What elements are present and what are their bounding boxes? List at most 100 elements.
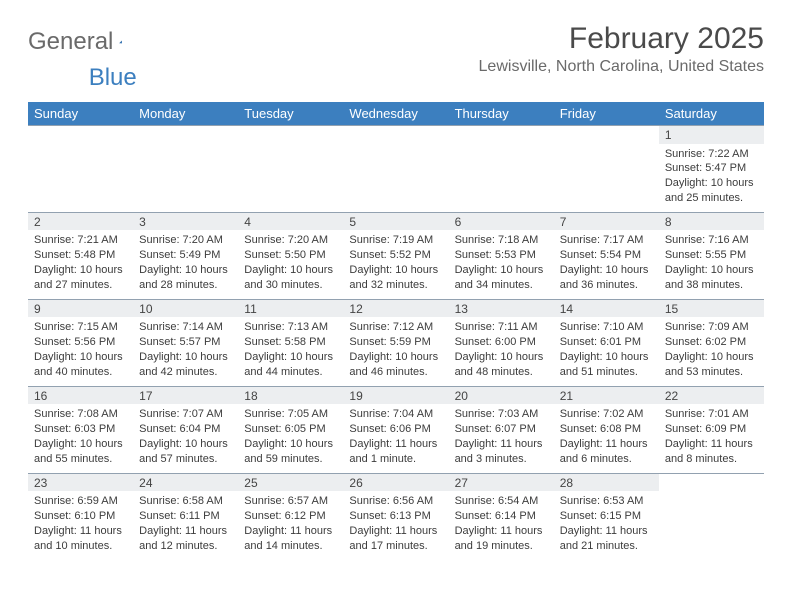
day-content-cell: Sunrise: 7:16 AM Sunset: 5:55 PM Dayligh… — [659, 230, 764, 299]
day-content-cell: Sunrise: 7:19 AM Sunset: 5:52 PM Dayligh… — [343, 230, 448, 299]
day-number-cell: 19 — [343, 386, 448, 404]
day-content-cell: Sunrise: 6:59 AM Sunset: 6:10 PM Dayligh… — [28, 491, 133, 559]
day-number-cell: 16 — [28, 386, 133, 404]
day-content-cell — [133, 144, 238, 213]
day-content-cell: Sunrise: 7:07 AM Sunset: 6:04 PM Dayligh… — [133, 404, 238, 473]
day-details: Sunrise: 6:57 AM Sunset: 6:12 PM Dayligh… — [244, 494, 337, 553]
day-details: Sunrise: 7:16 AM Sunset: 5:55 PM Dayligh… — [665, 233, 758, 292]
day-details: Sunrise: 7:02 AM Sunset: 6:08 PM Dayligh… — [560, 407, 653, 466]
day-details: Sunrise: 6:53 AM Sunset: 6:15 PM Dayligh… — [560, 494, 653, 553]
day-content-cell: Sunrise: 6:54 AM Sunset: 6:14 PM Dayligh… — [449, 491, 554, 559]
day-number-cell: 6 — [449, 212, 554, 230]
day-header: Saturday — [659, 102, 764, 126]
day-number-cell — [238, 126, 343, 144]
day-details: Sunrise: 6:56 AM Sunset: 6:13 PM Dayligh… — [349, 494, 442, 553]
day-details: Sunrise: 7:07 AM Sunset: 6:04 PM Dayligh… — [139, 407, 232, 466]
day-content-cell: Sunrise: 7:15 AM Sunset: 5:56 PM Dayligh… — [28, 317, 133, 386]
day-number-cell: 21 — [554, 386, 659, 404]
day-details: Sunrise: 6:58 AM Sunset: 6:11 PM Dayligh… — [139, 494, 232, 553]
day-content-cell — [238, 144, 343, 213]
day-content-cell: Sunrise: 7:04 AM Sunset: 6:06 PM Dayligh… — [343, 404, 448, 473]
day-content-cell: Sunrise: 6:57 AM Sunset: 6:12 PM Dayligh… — [238, 491, 343, 559]
day-number-cell: 25 — [238, 473, 343, 491]
day-number-cell — [449, 126, 554, 144]
day-number-cell — [554, 126, 659, 144]
day-number-cell: 20 — [449, 386, 554, 404]
day-number-cell: 2 — [28, 212, 133, 230]
day-content-cell: Sunrise: 7:09 AM Sunset: 6:02 PM Dayligh… — [659, 317, 764, 386]
day-number-row: 9101112131415 — [28, 299, 764, 317]
day-content-cell: Sunrise: 7:20 AM Sunset: 5:49 PM Dayligh… — [133, 230, 238, 299]
day-number-row: 232425262728 — [28, 473, 764, 491]
day-details: Sunrise: 7:01 AM Sunset: 6:09 PM Dayligh… — [665, 407, 758, 466]
day-number-cell: 18 — [238, 386, 343, 404]
day-content-row: Sunrise: 7:08 AM Sunset: 6:03 PM Dayligh… — [28, 404, 764, 473]
day-content-row: Sunrise: 7:22 AM Sunset: 5:47 PM Dayligh… — [28, 144, 764, 213]
day-header: Monday — [133, 102, 238, 126]
day-number-row: 2345678 — [28, 212, 764, 230]
day-content-cell: Sunrise: 7:21 AM Sunset: 5:48 PM Dayligh… — [28, 230, 133, 299]
sail-icon — [119, 32, 123, 52]
calendar-body: 1 Sunrise: 7:22 AM Sunset: 5:47 PM Daylig… — [28, 126, 764, 560]
calendar-header-row: SundayMondayTuesdayWednesdayThursdayFrid… — [28, 102, 764, 126]
day-number-cell: 24 — [133, 473, 238, 491]
day-details: Sunrise: 7:08 AM Sunset: 6:03 PM Dayligh… — [34, 407, 127, 466]
day-content-cell: Sunrise: 7:11 AM Sunset: 6:00 PM Dayligh… — [449, 317, 554, 386]
day-details: Sunrise: 7:10 AM Sunset: 6:01 PM Dayligh… — [560, 320, 653, 379]
day-content-cell: Sunrise: 7:02 AM Sunset: 6:08 PM Dayligh… — [554, 404, 659, 473]
day-details: Sunrise: 7:14 AM Sunset: 5:57 PM Dayligh… — [139, 320, 232, 379]
day-number-cell — [28, 126, 133, 144]
day-header: Friday — [554, 102, 659, 126]
day-content-cell: Sunrise: 7:08 AM Sunset: 6:03 PM Dayligh… — [28, 404, 133, 473]
day-content-cell — [449, 144, 554, 213]
day-number-cell: 1 — [659, 126, 764, 144]
day-content-cell: Sunrise: 7:18 AM Sunset: 5:53 PM Dayligh… — [449, 230, 554, 299]
day-number-cell: 23 — [28, 473, 133, 491]
day-content-cell: Sunrise: 7:22 AM Sunset: 5:47 PM Dayligh… — [659, 144, 764, 213]
day-content-cell: Sunrise: 7:01 AM Sunset: 6:09 PM Dayligh… — [659, 404, 764, 473]
day-content-cell — [554, 144, 659, 213]
day-details: Sunrise: 7:20 AM Sunset: 5:50 PM Dayligh… — [244, 233, 337, 292]
brand-logo: General — [28, 22, 143, 56]
day-content-row: Sunrise: 7:21 AM Sunset: 5:48 PM Dayligh… — [28, 230, 764, 299]
calendar-table: SundayMondayTuesdayWednesdayThursdayFrid… — [28, 102, 764, 559]
day-details: Sunrise: 7:22 AM Sunset: 5:47 PM Dayligh… — [665, 147, 758, 206]
day-content-cell: Sunrise: 6:58 AM Sunset: 6:11 PM Dayligh… — [133, 491, 238, 559]
day-header: Wednesday — [343, 102, 448, 126]
day-content-cell — [28, 144, 133, 213]
day-content-cell: Sunrise: 7:20 AM Sunset: 5:50 PM Dayligh… — [238, 230, 343, 299]
day-number-cell: 22 — [659, 386, 764, 404]
day-details: Sunrise: 6:59 AM Sunset: 6:10 PM Dayligh… — [34, 494, 127, 553]
day-number-cell: 3 — [133, 212, 238, 230]
day-header: Thursday — [449, 102, 554, 126]
day-header: Tuesday — [238, 102, 343, 126]
day-number-cell: 12 — [343, 299, 448, 317]
day-details: Sunrise: 7:05 AM Sunset: 6:05 PM Dayligh… — [244, 407, 337, 466]
month-title: February 2025 — [479, 22, 764, 56]
day-details: Sunrise: 7:19 AM Sunset: 5:52 PM Dayligh… — [349, 233, 442, 292]
day-details: Sunrise: 7:12 AM Sunset: 5:59 PM Dayligh… — [349, 320, 442, 379]
brand-part1: General — [28, 28, 113, 56]
day-number-cell: 10 — [133, 299, 238, 317]
day-content-cell — [659, 491, 764, 559]
brand-part2: Blue — [89, 64, 137, 92]
day-number-cell: 15 — [659, 299, 764, 317]
day-number-cell: 26 — [343, 473, 448, 491]
day-content-cell: Sunrise: 7:17 AM Sunset: 5:54 PM Dayligh… — [554, 230, 659, 299]
day-details: Sunrise: 7:03 AM Sunset: 6:07 PM Dayligh… — [455, 407, 548, 466]
day-details: Sunrise: 7:18 AM Sunset: 5:53 PM Dayligh… — [455, 233, 548, 292]
day-number-cell: 4 — [238, 212, 343, 230]
day-content-cell: Sunrise: 6:53 AM Sunset: 6:15 PM Dayligh… — [554, 491, 659, 559]
day-content-cell: Sunrise: 7:05 AM Sunset: 6:05 PM Dayligh… — [238, 404, 343, 473]
day-number-cell: 11 — [238, 299, 343, 317]
day-details: Sunrise: 7:15 AM Sunset: 5:56 PM Dayligh… — [34, 320, 127, 379]
day-number-cell — [133, 126, 238, 144]
day-details: Sunrise: 7:17 AM Sunset: 5:54 PM Dayligh… — [560, 233, 653, 292]
location-subtitle: Lewisville, North Carolina, United State… — [479, 58, 764, 76]
day-number-cell: 17 — [133, 386, 238, 404]
day-details: Sunrise: 7:04 AM Sunset: 6:06 PM Dayligh… — [349, 407, 442, 466]
day-content-cell: Sunrise: 7:12 AM Sunset: 5:59 PM Dayligh… — [343, 317, 448, 386]
day-content-cell: Sunrise: 6:56 AM Sunset: 6:13 PM Dayligh… — [343, 491, 448, 559]
day-number-cell: 13 — [449, 299, 554, 317]
day-details: Sunrise: 7:20 AM Sunset: 5:49 PM Dayligh… — [139, 233, 232, 292]
